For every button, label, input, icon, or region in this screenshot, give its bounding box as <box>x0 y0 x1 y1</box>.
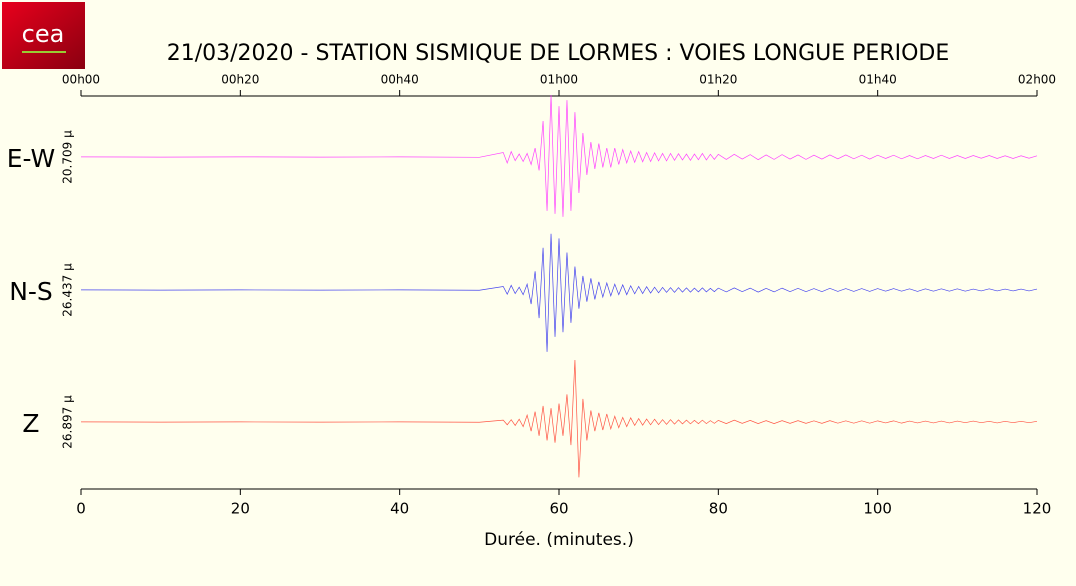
x-tick-label: 120 <box>1023 500 1052 518</box>
logo-box <box>2 2 85 69</box>
channel-name: N-S <box>9 277 53 306</box>
trace <box>80 359 1038 478</box>
x-tick-label: 80 <box>709 500 728 518</box>
scale-label: 26.897 µ <box>61 395 75 449</box>
x2-tick-label: 00h40 <box>381 73 419 87</box>
trace <box>80 95 1038 217</box>
x2-tick-label: 01h00 <box>540 73 578 87</box>
x2-tick-label: 00h00 <box>62 73 100 87</box>
trace <box>80 233 1038 352</box>
channel-name: Z <box>22 409 39 438</box>
x2-tick-label: 00h20 <box>221 73 259 87</box>
scale-label: 26.437 µ <box>61 263 75 317</box>
x-tick-label: 40 <box>390 500 409 518</box>
x-tick-label: 0 <box>76 500 86 518</box>
x-tick-label: 20 <box>231 500 250 518</box>
channel-name: E-W <box>7 144 56 173</box>
x2-tick-label: 02h00 <box>1018 73 1056 87</box>
chart-title: 21/03/2020 - STATION SISMIQUE DE LORMES … <box>167 41 950 66</box>
x-axis-label: Durée. (minutes.) <box>484 530 634 550</box>
scale-label: 20.709 µ <box>61 130 75 184</box>
x2-tick-label: 01h40 <box>859 73 897 87</box>
x-tick-label: 60 <box>549 500 568 518</box>
x2-tick-label: 01h20 <box>699 73 737 87</box>
x-tick-label: 100 <box>863 500 892 518</box>
logo-text: cea <box>22 20 65 48</box>
